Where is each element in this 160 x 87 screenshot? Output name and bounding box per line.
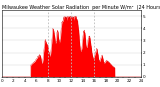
Text: Milwaukee Weather Solar Radiation  per Minute W/m²  (24 Hours): Milwaukee Weather Solar Radiation per Mi… — [2, 5, 160, 10]
